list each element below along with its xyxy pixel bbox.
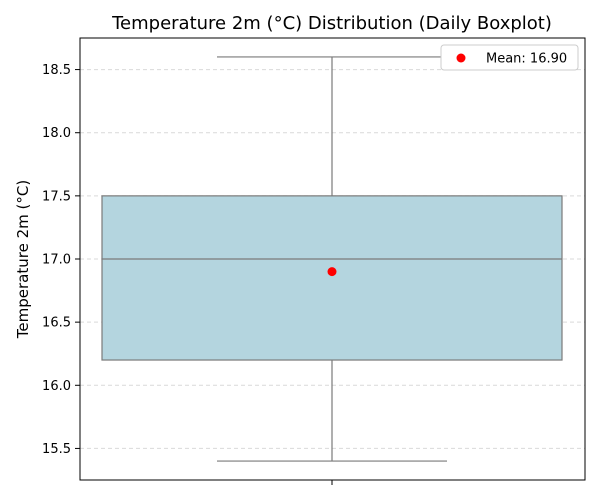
- legend-frame: [440, 44, 579, 71]
- legend: Mean: 16.90: [440, 44, 579, 71]
- mean-marker: [327, 267, 337, 277]
- y-tick-label: 16.0: [42, 379, 71, 394]
- legend-mean-label: Mean: 16.90: [486, 52, 567, 67]
- y-tick-label: 18.0: [42, 126, 71, 141]
- y-tick-label: 15.5: [42, 442, 71, 457]
- legend-mean-marker: [456, 53, 466, 63]
- y-tick-label: 17.0: [42, 253, 71, 268]
- y-axis-label: Temperature 2m (°C): [14, 180, 32, 339]
- iqr-box: [101, 195, 563, 361]
- y-tick-label: 17.5: [42, 189, 71, 204]
- box-layer: [101, 56, 563, 462]
- y-tick-label: 18.5: [42, 63, 71, 78]
- chart-title: Temperature 2m (°C) Distribution (Daily …: [111, 13, 552, 34]
- y-tick-label: 16.5: [42, 316, 71, 331]
- axis-layer: 15.5 16.0 16.5 17.0 17.5 18.0 18.5: [42, 37, 586, 485]
